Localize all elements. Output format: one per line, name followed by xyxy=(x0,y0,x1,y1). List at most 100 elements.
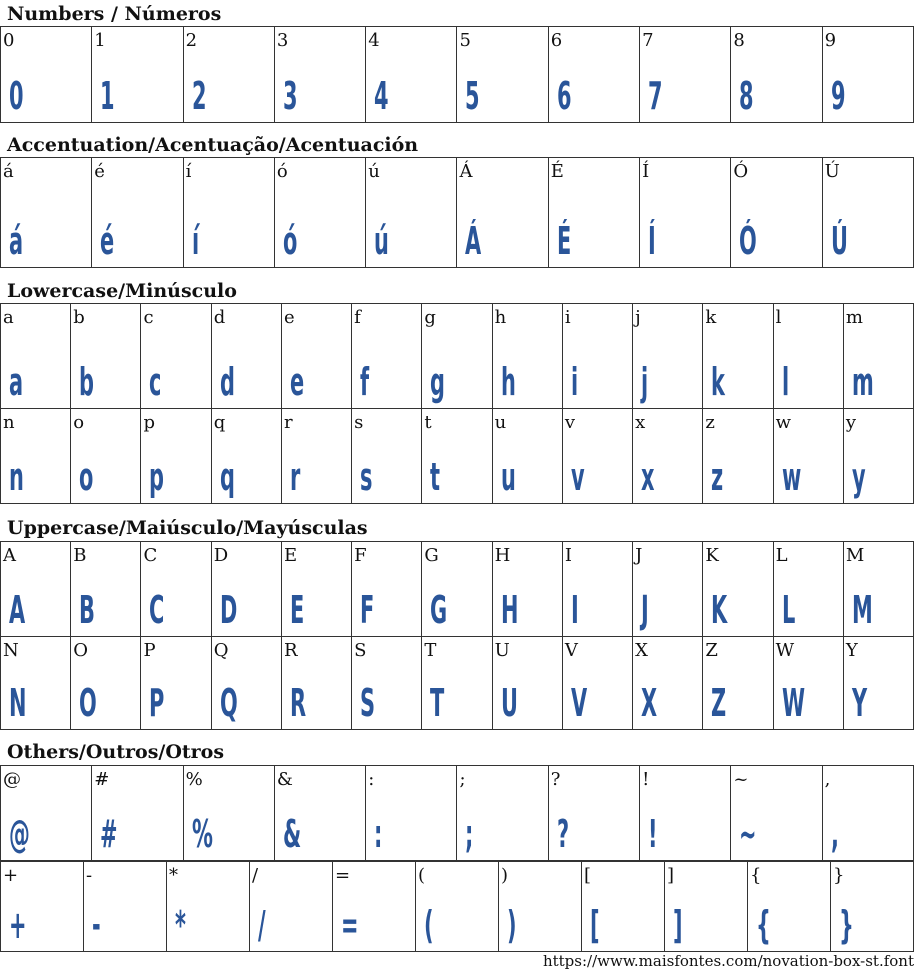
font-glyph-sample: } xyxy=(839,903,854,947)
character-label: 2 xyxy=(185,30,198,51)
character-label: r xyxy=(283,412,293,433)
character-label: C xyxy=(143,545,158,566)
character-label: T xyxy=(424,640,437,661)
font-glyph-sample: k xyxy=(711,360,726,404)
character-label: F xyxy=(354,545,367,566)
glyph-cell: ~ ~ xyxy=(731,766,823,860)
glyph-cell: * * xyxy=(167,862,250,951)
font-glyph-sample: 9 xyxy=(830,74,846,118)
character-label: : xyxy=(368,769,375,790)
font-glyph-sample: ) xyxy=(507,903,517,947)
character-label: S xyxy=(354,640,367,661)
character-label: s xyxy=(354,412,364,433)
font-glyph-sample: + xyxy=(9,903,27,947)
section-title: Others/Outros/Otros xyxy=(7,741,225,763)
character-label: 5 xyxy=(459,30,471,51)
character-label: K xyxy=(705,545,719,566)
source-url[interactable]: https://www.maisfontes.com/novation-box-… xyxy=(542,952,914,970)
character-label: 3 xyxy=(276,30,289,51)
font-glyph-sample: 0 xyxy=(9,74,24,118)
font-glyph-sample: ó xyxy=(282,219,298,263)
font-glyph-sample: á xyxy=(9,219,24,263)
character-label: w xyxy=(775,412,791,433)
font-glyph-sample: S xyxy=(360,681,376,725)
character-label: I xyxy=(564,545,572,566)
font-glyph-sample: N xyxy=(9,681,27,725)
font-glyph-sample: U xyxy=(500,681,518,725)
font-glyph-sample: q xyxy=(219,455,235,499)
font-glyph-sample: r xyxy=(289,455,301,499)
character-label: b xyxy=(73,307,85,328)
character-label: O xyxy=(73,640,88,661)
font-glyph-sample: : xyxy=(374,812,383,856)
character-label: G xyxy=(424,545,439,566)
font-glyph-sample: a xyxy=(9,360,24,404)
font-glyph-sample: n xyxy=(9,455,24,499)
character-label: Á xyxy=(459,161,473,182)
font-glyph-sample: J xyxy=(641,588,649,632)
font-glyph-sample: , xyxy=(830,812,839,856)
character-label: - xyxy=(86,865,93,886)
character-label: Y xyxy=(845,640,858,661)
character-label: = xyxy=(335,865,351,886)
character-label: ó xyxy=(276,161,288,182)
glyph-cell: / / xyxy=(250,862,333,951)
glyph-cell: ?? xyxy=(549,766,641,860)
glyph-cell: (( xyxy=(416,862,499,951)
character-label: z xyxy=(705,412,715,433)
character-label: A xyxy=(3,545,16,566)
font-glyph-sample: @ xyxy=(9,812,30,856)
font-glyph-sample: 2 xyxy=(191,74,207,118)
glyph-cell: ,, xyxy=(823,766,913,860)
character-label: / xyxy=(252,865,259,886)
character-label: u xyxy=(494,412,507,433)
font-glyph-sample: # xyxy=(100,812,118,856)
font-glyph-sample: L xyxy=(781,588,795,632)
font-glyph-sample: 3 xyxy=(282,74,298,118)
character-label: [ xyxy=(584,865,592,886)
glyph-cell: & & xyxy=(275,766,367,860)
font-glyph-sample: G xyxy=(430,588,448,632)
character-label: X xyxy=(635,640,648,661)
font-glyph-sample: T xyxy=(430,681,445,725)
font-glyph-sample: Z xyxy=(711,681,727,725)
glyph-cell: ]] xyxy=(665,862,748,951)
font-glyph-sample: B xyxy=(79,588,96,632)
character-label: ] xyxy=(667,865,675,886)
character-label: o xyxy=(73,412,85,433)
font-glyph-sample: X xyxy=(641,681,658,725)
font-glyph-sample: Y xyxy=(851,681,867,725)
section-title: Numbers / Números xyxy=(7,3,222,25)
character-label: & xyxy=(276,769,293,790)
character-label: e xyxy=(283,307,295,328)
glyph-cell: %% xyxy=(184,766,275,860)
font-glyph-sample: d xyxy=(219,360,235,404)
character-label: + xyxy=(3,865,19,886)
font-glyph-sample: Í xyxy=(648,219,656,263)
font-glyph-sample: M xyxy=(851,588,873,632)
